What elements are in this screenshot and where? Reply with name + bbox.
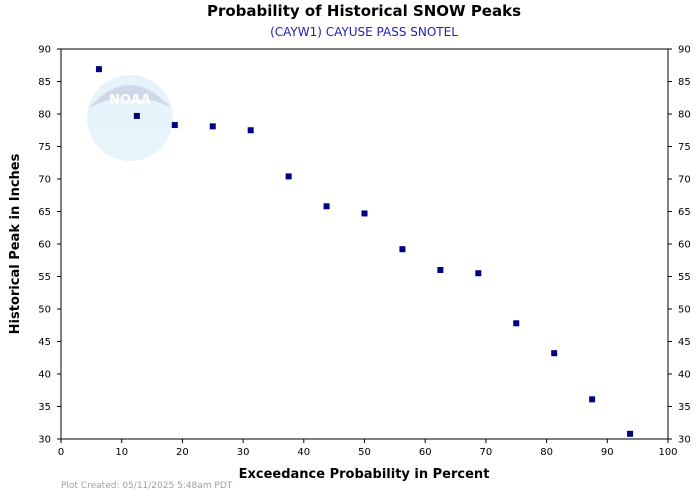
y-tick-label-left: 85 bbox=[38, 77, 51, 88]
data-point bbox=[323, 203, 330, 210]
y-tick-label-right: 40 bbox=[678, 370, 691, 381]
data-point bbox=[285, 173, 292, 180]
x-tick-label: 100 bbox=[658, 447, 677, 458]
x-tick-label: 10 bbox=[115, 447, 128, 458]
y-tick-label-right: 60 bbox=[678, 240, 691, 251]
data-points bbox=[95, 66, 634, 437]
x-tick-label: 80 bbox=[540, 447, 553, 458]
x-tick-label: 50 bbox=[358, 447, 371, 458]
y-axis-label: Historical Peak in Inches bbox=[8, 153, 23, 334]
y-tick-label-left: 35 bbox=[38, 402, 51, 413]
data-point bbox=[171, 122, 178, 129]
x-tick-label: 40 bbox=[297, 447, 310, 458]
x-tick-label: 0 bbox=[58, 447, 64, 458]
y-tick-label-left: 65 bbox=[38, 207, 51, 218]
data-point bbox=[95, 66, 102, 73]
data-point bbox=[627, 430, 634, 437]
y-tick-label-right: 50 bbox=[678, 305, 691, 316]
data-point bbox=[247, 127, 254, 134]
x-tick-label: 20 bbox=[176, 447, 189, 458]
y-axis-right-ticks: 30 35 40 45 50 55 60 65 70 75 80 85 90 bbox=[668, 45, 691, 446]
y-tick-label-left: 60 bbox=[38, 240, 51, 251]
y-tick-label-left: 55 bbox=[38, 272, 51, 283]
data-point bbox=[513, 320, 520, 327]
noaa-logo-watermark: NOAA bbox=[87, 75, 173, 161]
chart-title: Probability of Historical SNOW Peaks bbox=[207, 2, 521, 20]
y-tick-label-right: 35 bbox=[678, 402, 691, 413]
y-tick-label-right: 85 bbox=[678, 77, 691, 88]
x-tick-label: 90 bbox=[601, 447, 614, 458]
y-tick-label-left: 80 bbox=[38, 110, 51, 121]
data-point bbox=[475, 270, 482, 277]
y-tick-label-right: 30 bbox=[678, 435, 691, 446]
y-axis-left-ticks: 30 35 40 45 50 55 60 65 70 75 80 85 90 bbox=[38, 45, 61, 446]
y-tick-label-right: 70 bbox=[678, 175, 691, 186]
noaa-logo-text: NOAA bbox=[109, 93, 151, 108]
x-axis-label: Exceedance Probability in Percent bbox=[239, 467, 490, 482]
y-tick-label-left: 75 bbox=[38, 142, 51, 153]
x-tick-label: 70 bbox=[480, 447, 493, 458]
y-tick-label-left: 30 bbox=[38, 435, 51, 446]
y-tick-label-right: 80 bbox=[678, 110, 691, 121]
y-tick-label-right: 90 bbox=[678, 45, 691, 56]
data-point bbox=[209, 123, 216, 130]
y-tick-label-right: 65 bbox=[678, 207, 691, 218]
data-point bbox=[551, 350, 558, 357]
data-point bbox=[361, 210, 368, 217]
y-tick-label-left: 90 bbox=[38, 45, 51, 56]
x-tick-label: 60 bbox=[419, 447, 432, 458]
y-tick-label-left: 50 bbox=[38, 305, 51, 316]
y-tick-label-right: 75 bbox=[678, 142, 691, 153]
data-point bbox=[133, 112, 140, 119]
chart-subtitle: (CAYW1) CAYUSE PASS SNOTEL bbox=[270, 25, 458, 39]
x-axis-ticks: 0 10 20 30 40 50 60 70 80 90 100 bbox=[58, 439, 678, 458]
y-tick-label-left: 70 bbox=[38, 175, 51, 186]
data-point bbox=[589, 396, 596, 403]
y-tick-label-left: 40 bbox=[38, 370, 51, 381]
data-point bbox=[399, 246, 406, 253]
y-tick-label-right: 45 bbox=[678, 337, 691, 348]
y-tick-label-right: 55 bbox=[678, 272, 691, 283]
y-tick-label-left: 45 bbox=[38, 337, 51, 348]
data-point bbox=[437, 267, 444, 273]
x-tick-label: 30 bbox=[237, 447, 250, 458]
plot-created-timestamp: Plot Created: 05/11/2025 5:48am PDT bbox=[61, 481, 233, 491]
